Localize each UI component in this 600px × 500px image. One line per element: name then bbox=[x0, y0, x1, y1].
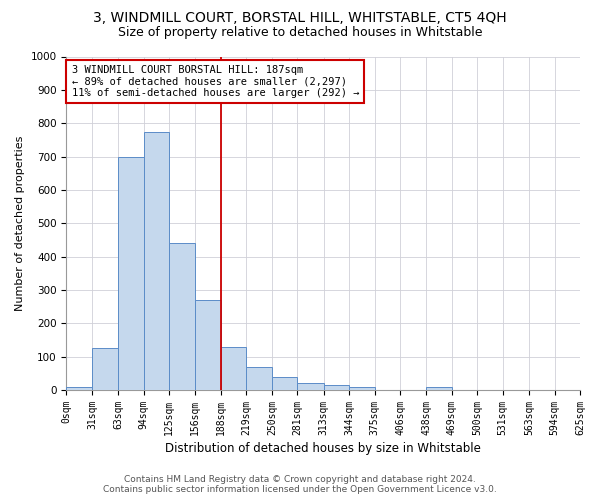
Bar bbox=[67, 388, 92, 390]
Bar bbox=[143, 132, 169, 390]
Bar bbox=[323, 385, 349, 390]
Bar bbox=[298, 382, 323, 390]
Bar bbox=[92, 348, 118, 390]
Bar bbox=[349, 386, 374, 390]
X-axis label: Distribution of detached houses by size in Whitstable: Distribution of detached houses by size … bbox=[165, 442, 481, 455]
Text: Size of property relative to detached houses in Whitstable: Size of property relative to detached ho… bbox=[118, 26, 482, 39]
Bar bbox=[272, 376, 298, 390]
Text: 3 WINDMILL COURT BORSTAL HILL: 187sqm
← 89% of detached houses are smaller (2,29: 3 WINDMILL COURT BORSTAL HILL: 187sqm ← … bbox=[71, 65, 359, 98]
Y-axis label: Number of detached properties: Number of detached properties bbox=[15, 136, 25, 311]
Text: 3, WINDMILL COURT, BORSTAL HILL, WHITSTABLE, CT5 4QH: 3, WINDMILL COURT, BORSTAL HILL, WHITSTA… bbox=[93, 11, 507, 25]
Bar bbox=[118, 156, 143, 390]
Bar bbox=[247, 366, 272, 390]
Bar bbox=[427, 386, 452, 390]
Bar bbox=[194, 300, 221, 390]
Text: Contains HM Land Registry data © Crown copyright and database right 2024.
Contai: Contains HM Land Registry data © Crown c… bbox=[103, 474, 497, 494]
Bar bbox=[221, 346, 247, 390]
Bar bbox=[169, 244, 194, 390]
